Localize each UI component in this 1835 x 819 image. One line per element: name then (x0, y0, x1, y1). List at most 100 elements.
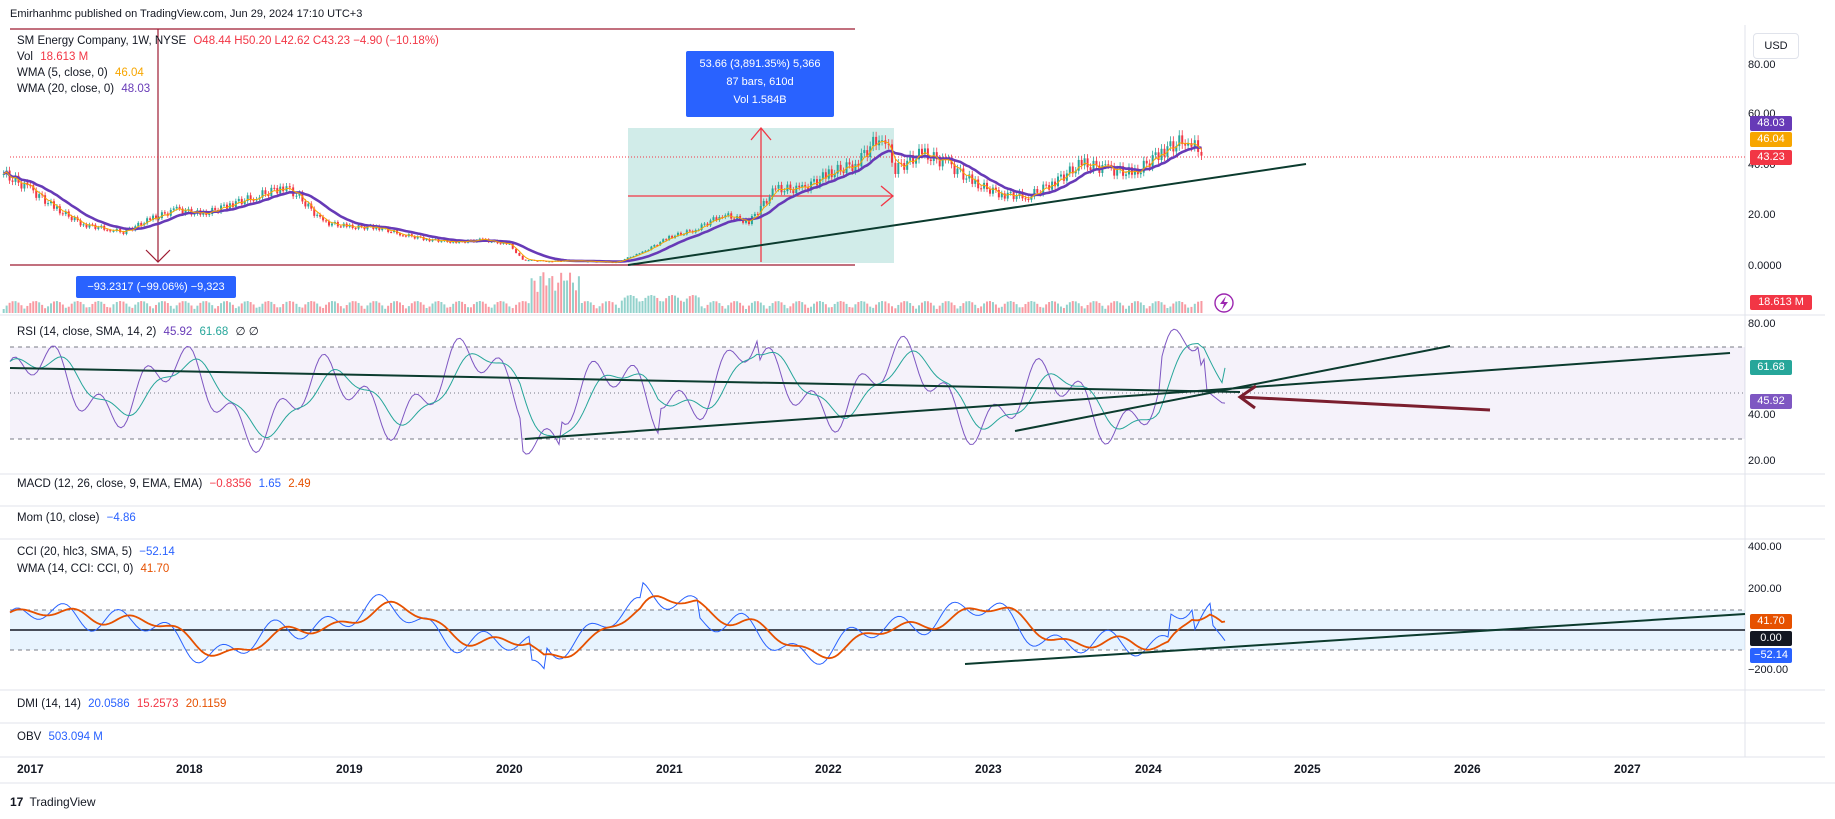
volume-bar (475, 301, 478, 313)
volume-bar (292, 301, 295, 313)
volume-bar (863, 301, 866, 313)
footer-branding[interactable]: 17 TradingView (10, 795, 96, 809)
volume-bar (440, 302, 443, 313)
volume-bar (175, 305, 178, 313)
volume-bar (38, 302, 41, 313)
candle-body (431, 239, 434, 242)
volume-bar (1062, 307, 1065, 313)
volume-bar (461, 301, 464, 313)
candle-body (112, 230, 115, 232)
volume-bar (595, 308, 598, 313)
candle-body (650, 246, 653, 250)
currency-button[interactable]: USD (1753, 33, 1799, 59)
candle-body (11, 180, 14, 182)
candle-body (316, 214, 319, 216)
volume-bar (827, 307, 830, 313)
candle-body (521, 255, 524, 260)
volume-bar (94, 301, 97, 313)
volume-bar (848, 307, 851, 313)
lightning-icon[interactable] (1214, 293, 1234, 313)
volume-bar (959, 306, 962, 313)
candle-body (301, 193, 304, 202)
volume-bar (617, 307, 620, 313)
volume-bar (166, 303, 169, 313)
volume-bar (228, 302, 231, 313)
volume-bar (533, 280, 536, 313)
candle-body (706, 223, 709, 226)
candle-body (319, 214, 322, 217)
volume-bar (909, 303, 912, 313)
candle-body (1184, 144, 1187, 146)
candle-body (146, 218, 149, 224)
candle-body (122, 232, 125, 234)
candle-body (193, 213, 196, 215)
candle-body (1130, 167, 1133, 175)
rsi-trendlines[interactable] (9, 345, 1731, 440)
legend-wma5-row: WMA (5, close, 0) 46.04 (17, 67, 148, 79)
volume-bar (393, 301, 396, 313)
volume-bar (706, 304, 709, 313)
volume-bar (211, 305, 214, 313)
volume-bar (58, 302, 61, 313)
volume-bar (419, 302, 422, 313)
volume-bar (119, 301, 122, 313)
candle-body (310, 203, 313, 209)
rsi-arrow[interactable] (1237, 384, 1491, 412)
volume-bar (1136, 301, 1139, 313)
cci-trendline[interactable] (964, 613, 1746, 665)
candle-body (941, 157, 944, 167)
volume-bar (718, 303, 721, 313)
candle-body (163, 212, 166, 214)
volume-bar (986, 301, 989, 313)
volume-bar (125, 303, 128, 313)
candle-body (632, 256, 635, 258)
volume-bar (1157, 301, 1160, 313)
drop-info-box[interactable]: −93.2317 (−99.06%) −9,323 (76, 276, 236, 298)
price-trendline[interactable] (627, 163, 1307, 266)
candle-body (789, 184, 792, 190)
volume-bar (697, 297, 700, 313)
candle-body (499, 243, 502, 245)
volume-bar (1009, 301, 1012, 313)
legend-wma20-value: 48.03 (121, 83, 151, 95)
legend-symbol-row: SM Energy Company, 1W, NYSE O48.44 H50.2… (17, 35, 443, 47)
volume-bar (264, 301, 267, 313)
volume-bar (551, 276, 554, 313)
volume-bar (1095, 301, 1098, 313)
volume-bar (739, 302, 742, 313)
legend-rsi-row: RSI (14, close, SMA, 14, 2) 45.92 61.68 … (17, 324, 263, 338)
candle-body (965, 178, 968, 180)
volume-bar (679, 300, 682, 313)
volume-bar (163, 301, 166, 313)
candle-body (1095, 160, 1098, 166)
volume-bar (279, 307, 282, 313)
volume-bar (950, 302, 953, 313)
candle-body (149, 218, 152, 220)
volume-bar (665, 298, 668, 313)
candle-body (381, 228, 384, 231)
candle-body (401, 235, 404, 237)
candle-body (140, 222, 143, 226)
candle-body (887, 143, 890, 145)
candle-body (1057, 176, 1060, 187)
volume-bar (789, 306, 792, 313)
candle-body (974, 179, 977, 184)
rise-info-box[interactable]: 53.66 (3,891.35%) 5,366 87 bars, 610d Vo… (686, 51, 834, 117)
volume-bar (569, 272, 572, 313)
candle-body (295, 195, 298, 197)
candle-body (339, 226, 342, 228)
volume-bar (1187, 307, 1190, 313)
legend-wma20-label: WMA (20, close, 0) (17, 83, 115, 95)
candle-body (1003, 193, 1006, 199)
candle-body (994, 187, 997, 190)
volume-bar (82, 304, 85, 313)
volume-bar (566, 280, 569, 313)
footer-brand-text: TradingView (29, 795, 96, 809)
volume-bar (851, 307, 854, 313)
candle-body (765, 200, 768, 204)
year-label-2022: 2022 (815, 762, 842, 776)
candle-body (70, 216, 73, 221)
candle-body (923, 148, 926, 155)
volume-bar (1012, 301, 1015, 313)
